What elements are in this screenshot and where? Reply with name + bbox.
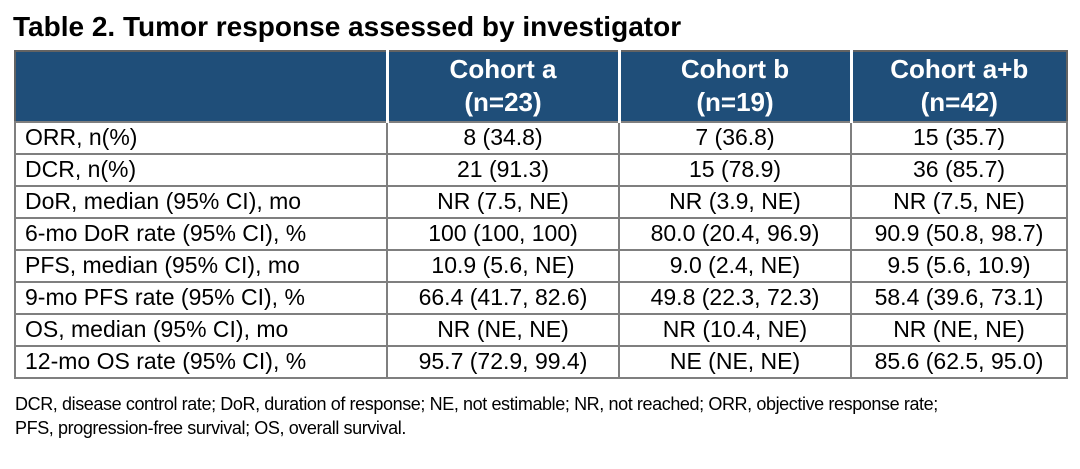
- row-label: OS, median (95% CI), mo: [14, 312, 388, 347]
- cell-cohort-b: NE (NE, NE): [618, 344, 852, 379]
- table-title: Table 2. Tumor response assessed by inve…: [13, 11, 682, 42]
- cell-cohort-a: 100 (100, 100): [386, 216, 620, 251]
- cohort-ab-title: Cohort a+b: [890, 54, 1029, 85]
- header-cell-cohort-a: Cohort a (n=23): [385, 50, 619, 122]
- header-cell-empty: [15, 50, 387, 122]
- abbreviations-footnote: DCR, disease control rate; DoR, duration…: [15, 392, 1080, 441]
- cohort-a-title: Cohort a: [449, 54, 557, 85]
- table-row-dcr: DCR, n(%) 21 (91.3) 15 (78.9) 36 (85.7): [14, 152, 1068, 187]
- cohort-b-n: (n=19): [696, 87, 774, 118]
- cell-cohort-a: NR (7.5, NE): [386, 184, 620, 219]
- table-row-dor-median: DoR, median (95% CI), mo NR (7.5, NE) NR…: [14, 184, 1068, 219]
- footnote-line-2: PFS, progression-free survival; OS, over…: [15, 418, 406, 439]
- table-row-os-rate: 12-mo OS rate (95% CI), % 95.7 (72.9, 99…: [14, 344, 1068, 379]
- cell-cohort-a: 66.4 (41.7, 82.6): [386, 280, 620, 315]
- table-row-os-median: OS, median (95% CI), mo NR (NE, NE) NR (…: [14, 312, 1068, 347]
- cell-cohort-b: 7 (36.8): [618, 120, 852, 155]
- cell-cohort-a: NR (NE, NE): [386, 312, 620, 347]
- cell-cohort-ab: NR (7.5, NE): [850, 184, 1068, 219]
- row-label: PFS, median (95% CI), mo: [14, 248, 388, 283]
- cell-cohort-a: 8 (34.8): [386, 120, 620, 155]
- row-label: 12-mo OS rate (95% CI), %: [14, 344, 388, 379]
- table-row-orr: ORR, n(%) 8 (34.8) 7 (36.8) 15 (35.7): [14, 120, 1068, 155]
- cell-cohort-a: 95.7 (72.9, 99.4): [386, 344, 620, 379]
- cell-cohort-b: 49.8 (22.3, 72.3): [618, 280, 852, 315]
- cell-cohort-ab: 58.4 (39.6, 73.1): [850, 280, 1068, 315]
- header-row: Cohort a (n=23) Cohort b (n=19) Cohort a…: [15, 50, 1067, 122]
- header-cell-cohort-ab: Cohort a+b (n=42): [849, 50, 1067, 122]
- cell-cohort-a: 10.9 (5.6, NE): [386, 248, 620, 283]
- cell-cohort-ab: 36 (85.7): [850, 152, 1068, 187]
- cell-cohort-ab: 9.5 (5.6, 10.9): [850, 248, 1068, 283]
- cell-cohort-b: 9.0 (2.4, NE): [618, 248, 852, 283]
- row-label: 9-mo PFS rate (95% CI), %: [14, 280, 388, 315]
- table-row-pfs-rate: 9-mo PFS rate (95% CI), % 66.4 (41.7, 82…: [14, 280, 1068, 315]
- cell-cohort-ab: 85.6 (62.5, 95.0): [850, 344, 1068, 379]
- table-row-pfs-median: PFS, median (95% CI), mo 10.9 (5.6, NE) …: [14, 248, 1068, 283]
- row-label: ORR, n(%): [14, 120, 388, 155]
- tumor-response-table: Cohort a (n=23) Cohort b (n=19) Cohort a…: [14, 49, 1068, 379]
- footnote-line-1: DCR, disease control rate; DoR, duration…: [15, 393, 938, 414]
- cell-cohort-a: 21 (91.3): [386, 152, 620, 187]
- cell-cohort-b: 15 (78.9): [618, 152, 852, 187]
- cohort-ab-n: (n=42): [920, 87, 998, 118]
- row-label: 6-mo DoR rate (95% CI), %: [14, 216, 388, 251]
- header-cell-cohort-b: Cohort b (n=19): [617, 50, 851, 122]
- table-row-dor-rate: 6-mo DoR rate (95% CI), % 100 (100, 100)…: [14, 216, 1068, 251]
- cell-cohort-ab: NR (NE, NE): [850, 312, 1068, 347]
- row-label: DCR, n(%): [14, 152, 388, 187]
- cell-cohort-b: NR (10.4, NE): [618, 312, 852, 347]
- cell-cohort-b: 80.0 (20.4, 96.9): [618, 216, 852, 251]
- cohort-b-title: Cohort b: [680, 54, 790, 85]
- row-label: DoR, median (95% CI), mo: [14, 184, 388, 219]
- cohort-a-n: (n=23): [464, 87, 542, 118]
- cell-cohort-b: NR (3.9, NE): [618, 184, 852, 219]
- cell-cohort-ab: 15 (35.7): [850, 120, 1068, 155]
- cell-cohort-ab: 90.9 (50.8, 98.7): [850, 216, 1068, 251]
